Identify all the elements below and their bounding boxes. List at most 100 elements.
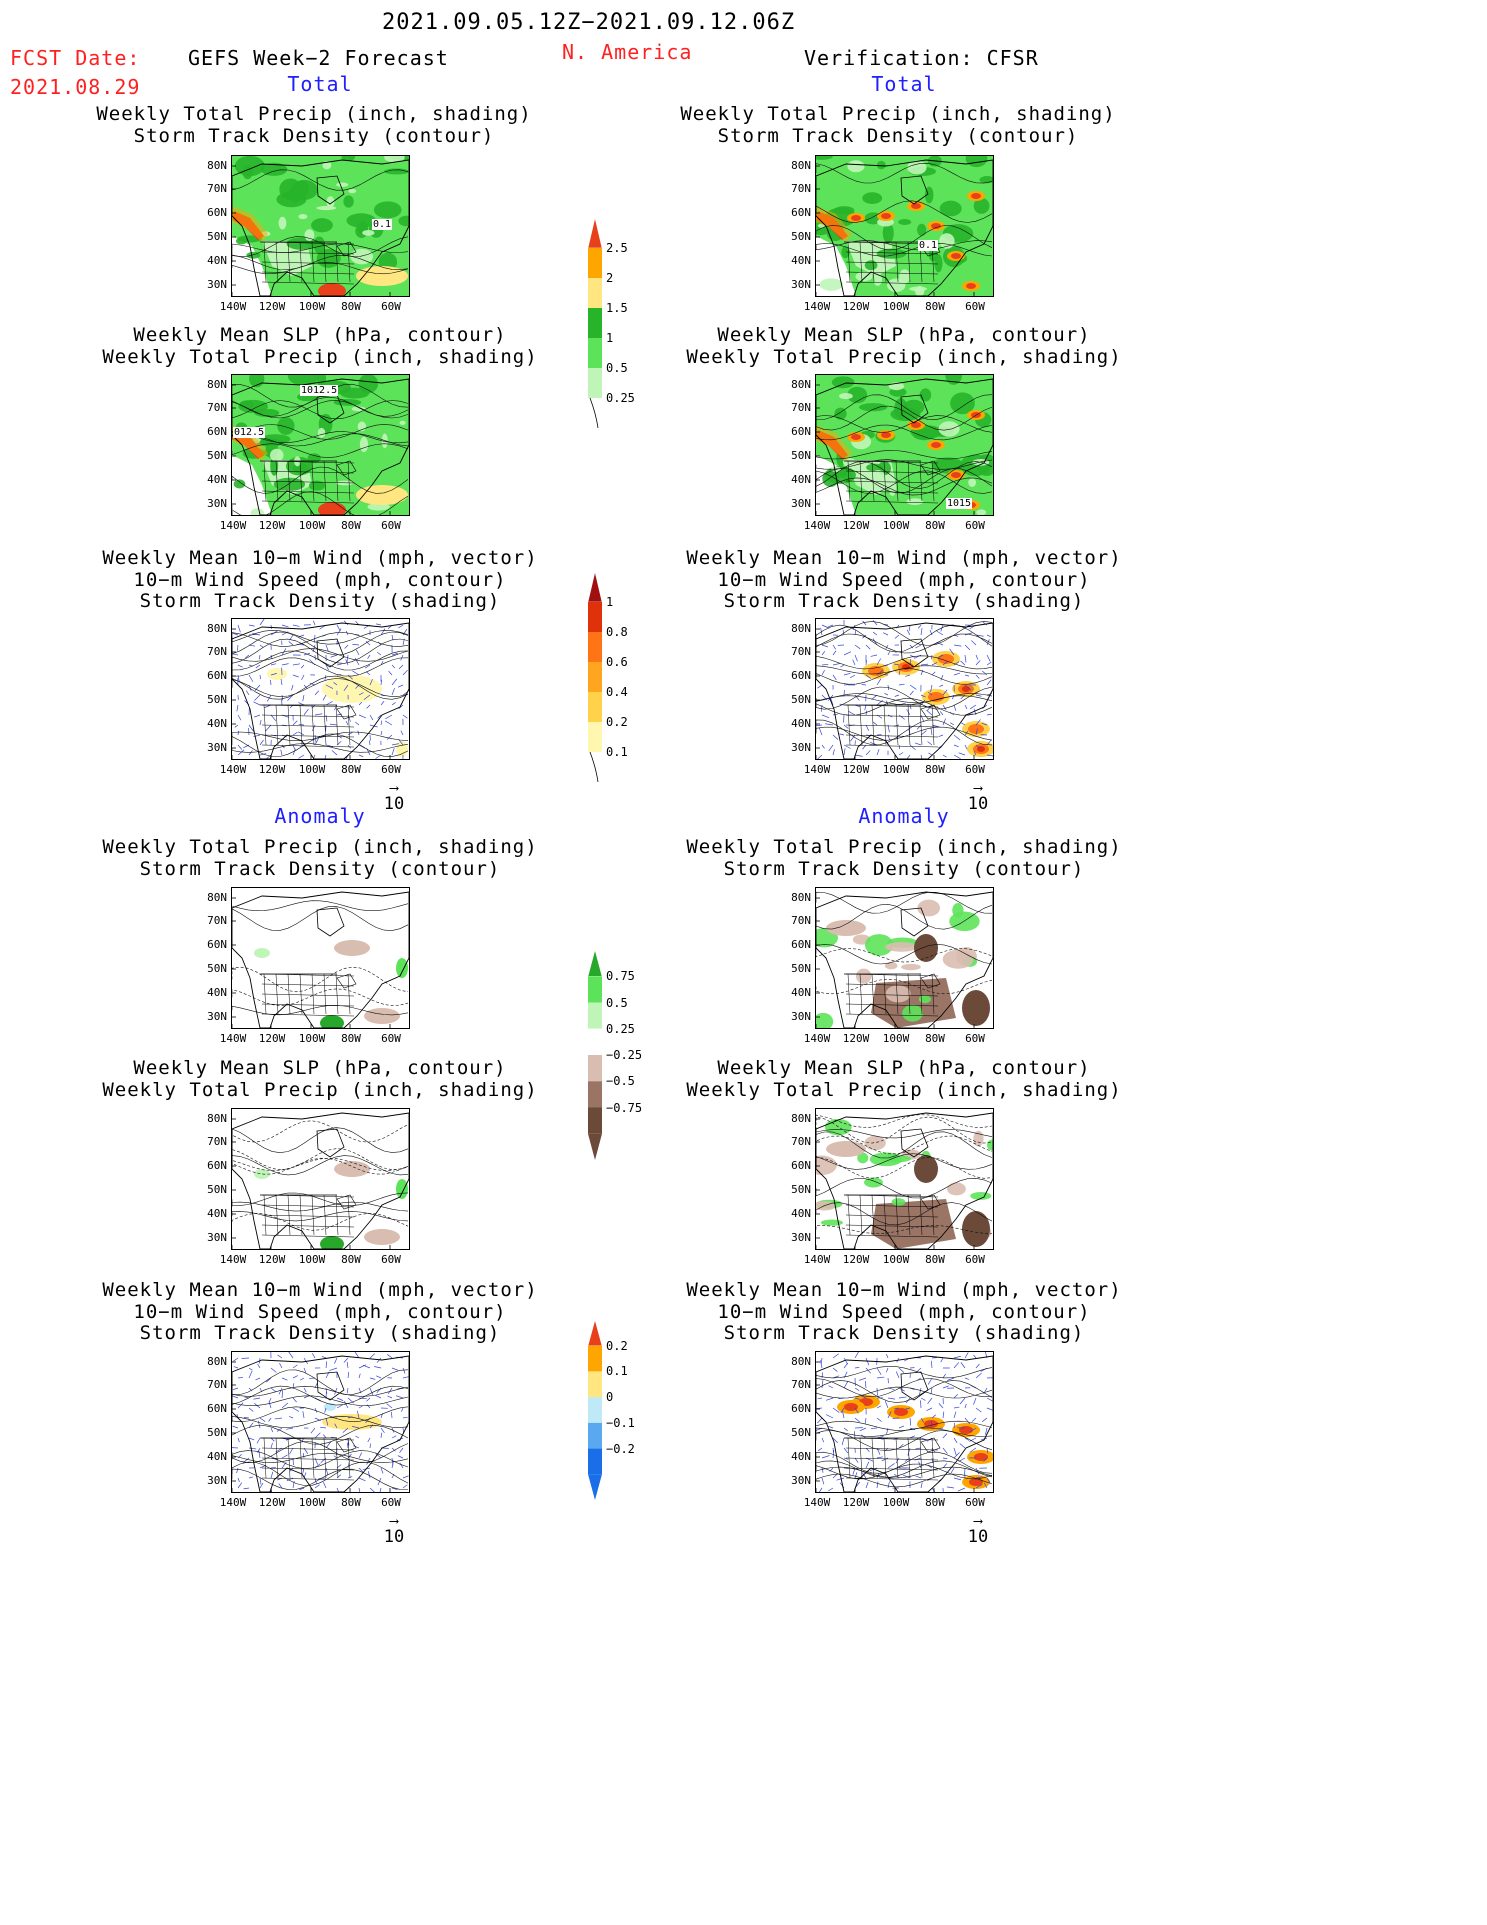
lon-tick-label: 120W: [842, 1496, 870, 1509]
colorbar-tick-label: −0.75: [606, 1100, 643, 1115]
lon-tick-label: 80W: [341, 300, 361, 313]
lat-tick-label: 60N: [207, 938, 227, 951]
vector-ref-cfsr-total: ⟶ 10: [958, 781, 998, 814]
colorbar-tick-label: 0.1: [606, 745, 628, 759]
colorbar-tick-label: 0.4: [606, 685, 628, 699]
colorbar-tick-label: 0.5: [606, 995, 628, 1010]
ref-arrow-icon: ⟶: [390, 781, 398, 796]
ref-arrow-icon: ⟶: [974, 1514, 982, 1529]
lat-tick-label: 60N: [791, 938, 811, 951]
lon-tick-label: 80W: [925, 519, 945, 532]
colorbar-svg: [587, 1319, 603, 1500]
lat-tick-label: 40N: [207, 717, 227, 730]
lon-tick-label: 140W: [803, 519, 831, 532]
lon-tick-label: 80W: [341, 1496, 361, 1509]
date-range: 2021.09.05.12Z−2021.09.12.06Z: [382, 10, 796, 35]
lon-tick-label: 120W: [258, 1253, 286, 1266]
lat-tick-label: 50N: [791, 962, 811, 975]
title-cfsr-precip-anom: Weekly Total Precip (inch, shading) Stor…: [686, 836, 1122, 880]
section-total-left: Total: [287, 72, 353, 96]
lat-tick-label: 60N: [791, 206, 811, 219]
lat-tick-label: 70N: [207, 645, 227, 658]
lon-tick-label: 80W: [341, 519, 361, 532]
colorbar-tick-label: 0.6: [606, 655, 628, 669]
contour-label: 0.1: [918, 240, 939, 251]
section-anomaly-left: Anomaly: [274, 804, 366, 828]
colorbar-track-total: 1 0.8 0.6 0.4 0.2 0.1: [580, 571, 660, 812]
lon-tick-label: 120W: [258, 519, 286, 532]
lon-tick-label: 100W: [882, 1032, 910, 1045]
fcst-date: 2021.08.29: [10, 75, 141, 99]
lat-tick-label: 40N: [207, 1207, 227, 1220]
contour-label: 1015: [946, 498, 973, 509]
colorbar-tick-label: 0.25: [606, 391, 635, 405]
lat-tick-label: 60N: [207, 206, 227, 219]
lat-tick-label: 80N: [207, 1355, 227, 1368]
lon-tick-label: 140W: [219, 519, 247, 532]
lon-tick-label: 140W: [219, 1253, 247, 1266]
section-anomaly-right: Anomaly: [858, 804, 950, 828]
lon-tick-label: 100W: [882, 519, 910, 532]
lat-tick-label: 40N: [207, 1450, 227, 1463]
lat-tick-label: 80N: [207, 622, 227, 635]
lat-tick-label: 70N: [791, 1378, 811, 1391]
lat-tick-label: 40N: [791, 254, 811, 267]
lat-tick-label: 70N: [207, 401, 227, 414]
lon-tick-label: 100W: [882, 300, 910, 313]
lon-tick-label: 120W: [258, 1032, 286, 1045]
lon-tick-label: 60W: [381, 1032, 401, 1045]
colorbar-svg: [587, 571, 603, 783]
title-cfsr-wind-total: Weekly Mean 10−m Wind (mph, vector) 10−m…: [686, 547, 1122, 612]
lat-tick-label: 40N: [791, 473, 811, 486]
lon-tick-label: 120W: [842, 763, 870, 776]
lat-tick-label: 40N: [791, 1450, 811, 1463]
lon-tick-label: 120W: [842, 1032, 870, 1045]
map-cfsr-slp-total: [815, 374, 994, 516]
lat-tick-label: 60N: [791, 669, 811, 682]
lat-tick-label: 50N: [791, 449, 811, 462]
contour-label: 012.5: [233, 427, 266, 438]
colorbar-svg: [587, 949, 603, 1160]
map-gefs-precip-anom: [231, 887, 410, 1029]
map-gefs-precip-total: [231, 155, 410, 297]
title-cfsr-wind-anom: Weekly Mean 10−m Wind (mph, vector) 10−m…: [686, 1279, 1122, 1344]
colorbar-tick-label: −0.5: [606, 1074, 635, 1089]
title-gefs-precip-total: Weekly Total Precip (inch, shading) Stor…: [96, 103, 532, 147]
ref-arrow-icon: ⟶: [974, 781, 982, 796]
lat-tick-label: 50N: [791, 1426, 811, 1439]
lon-tick-label: 140W: [219, 1496, 247, 1509]
lat-tick-label: 40N: [207, 473, 227, 486]
lat-tick-label: 70N: [791, 645, 811, 658]
lat-tick-label: 70N: [207, 1378, 227, 1391]
colorbar-tick-label: 0.1: [606, 1364, 628, 1379]
lon-tick-label: 140W: [803, 300, 831, 313]
lat-tick-label: 70N: [791, 182, 811, 195]
lat-tick-label: 70N: [207, 1135, 227, 1148]
lon-tick-label: 100W: [298, 1253, 326, 1266]
lat-tick-label: 60N: [207, 425, 227, 438]
lat-tick-label: 40N: [791, 986, 811, 999]
colorbar-tick-label: 0.2: [606, 715, 628, 729]
lat-tick-label: 40N: [207, 986, 227, 999]
lat-tick-label: 40N: [791, 717, 811, 730]
fcst-label: FCST Date:: [10, 46, 141, 70]
lon-tick-label: 120W: [842, 519, 870, 532]
lon-tick-label: 140W: [803, 1032, 831, 1045]
lat-tick-label: 80N: [791, 1355, 811, 1368]
region-label: N. America: [562, 40, 693, 64]
lat-tick-label: 80N: [207, 159, 227, 172]
map-cfsr-wind-total: [815, 618, 994, 760]
lon-tick-label: 60W: [965, 1253, 985, 1266]
lon-tick-label: 140W: [219, 763, 247, 776]
lon-tick-label: 60W: [965, 1032, 985, 1045]
lon-tick-label: 100W: [882, 763, 910, 776]
map-gefs-wind-total: [231, 618, 410, 760]
lat-tick-label: 80N: [791, 622, 811, 635]
lon-tick-label: 80W: [925, 1496, 945, 1509]
colorbar-precip-total: 2.5 2 1.5 1 0.5 0.25: [580, 217, 660, 458]
colorbar-tick-label: −0.1: [606, 1415, 635, 1430]
title-gefs-slp-total: Weekly Mean SLP (hPa, contour) Weekly To…: [102, 324, 538, 368]
colorbar-tick-label: 1.5: [606, 301, 628, 315]
map-cfsr-wind-anom: [815, 1351, 994, 1493]
lat-tick-label: 30N: [207, 1231, 227, 1244]
